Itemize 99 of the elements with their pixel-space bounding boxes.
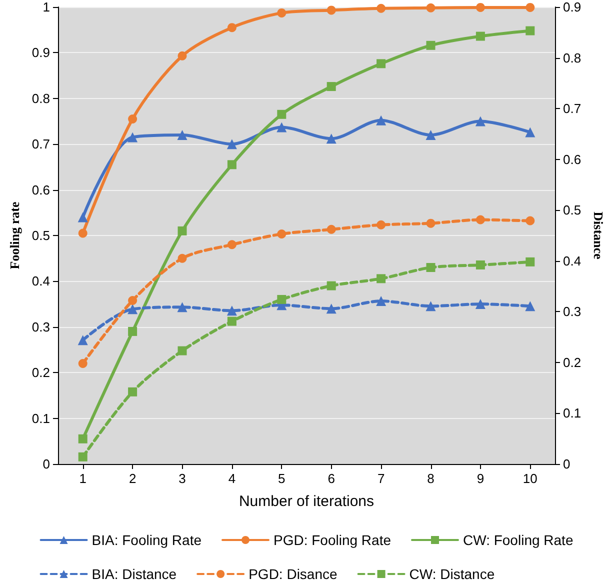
y-tick-label: 0.3 — [32, 319, 50, 334]
point — [277, 8, 286, 18]
y-tick-label: 1 — [42, 0, 50, 14]
y-tick-label: 0 — [42, 456, 50, 472]
y2-tick-label: 0.2 — [563, 354, 582, 370]
legend-label: PGD: Disance — [248, 566, 338, 582]
point — [525, 301, 536, 312]
point — [277, 110, 286, 119]
point — [178, 226, 187, 236]
legend-label: PGD: Fooling Rate — [274, 532, 392, 548]
point — [426, 262, 436, 272]
point — [526, 2, 535, 12]
y2-tick-label: 0.5 — [563, 202, 582, 218]
x-tick-label: 8 — [427, 471, 434, 486]
point — [426, 130, 436, 140]
point — [476, 260, 485, 270]
y-tick-label: 0.6 — [32, 182, 50, 198]
y2-tick-label: 0.8 — [563, 50, 582, 66]
legend-label: CW: Distance — [409, 566, 495, 582]
point — [476, 32, 485, 41]
x-tick-label: 7 — [377, 471, 385, 486]
legend-label: BIA: Fooling Rate — [92, 532, 202, 548]
y2-tick-label: 0.9 — [563, 0, 582, 14]
y-axis-title: Fooling rate — [7, 202, 22, 270]
x-tick-label: 10 — [522, 471, 538, 486]
point — [526, 257, 535, 266]
y-tick-label: 0.5 — [32, 228, 50, 243]
point — [226, 139, 237, 150]
point — [476, 215, 485, 224]
point — [227, 316, 236, 326]
point — [475, 299, 486, 310]
point — [376, 274, 386, 284]
x-tick-label: 9 — [476, 471, 484, 486]
y2-axis-title: Distance — [590, 212, 606, 260]
point — [326, 82, 336, 92]
legend-label: CW: Fooling Rate — [462, 532, 574, 548]
y-tick-label: 0.9 — [32, 45, 50, 60]
point — [128, 304, 138, 314]
point — [128, 114, 138, 124]
point — [426, 301, 436, 312]
point — [376, 4, 386, 13]
y2-tick-label: 0.1 — [563, 406, 582, 421]
point — [128, 387, 138, 396]
y2-tick-label: 0.7 — [563, 101, 582, 116]
point — [526, 216, 535, 226]
point — [178, 254, 187, 263]
y2-tick-label: 0 — [563, 456, 570, 472]
point — [78, 434, 88, 444]
point — [326, 281, 336, 290]
x-tick-label: 6 — [328, 471, 335, 486]
point — [227, 240, 236, 250]
y-tick-label: 0.1 — [32, 410, 50, 426]
y-tick-label: 0.2 — [32, 365, 50, 380]
y2-tick-label: 0.6 — [563, 152, 582, 167]
y2-tick-label: 0.4 — [563, 253, 582, 268]
point — [326, 6, 336, 15]
point — [227, 23, 236, 32]
point — [426, 40, 436, 50]
point — [78, 452, 88, 462]
point — [128, 326, 138, 336]
point — [326, 304, 336, 314]
point — [426, 218, 436, 228]
point — [326, 224, 336, 234]
point — [376, 59, 386, 68]
point — [178, 346, 187, 356]
x-tick-label: 5 — [278, 471, 286, 486]
point — [526, 26, 535, 36]
point — [78, 335, 88, 346]
point — [376, 220, 386, 230]
point — [177, 130, 188, 140]
point — [277, 294, 286, 304]
y-tick-label: 0.4 — [32, 274, 50, 289]
point — [226, 306, 237, 316]
point — [227, 160, 236, 170]
y-tick-label: 0.7 — [32, 136, 50, 152]
point — [78, 358, 88, 368]
point — [78, 212, 88, 222]
point — [128, 296, 138, 305]
point — [476, 2, 485, 12]
point — [177, 302, 188, 312]
x-tick-label: 2 — [128, 471, 136, 486]
y-tick-label: 0.8 — [32, 90, 50, 106]
point — [525, 127, 536, 138]
x-tick-label: 3 — [178, 471, 186, 486]
point — [376, 296, 386, 306]
point — [475, 116, 486, 126]
x-tick-label: 1 — [79, 471, 86, 486]
x-axis-title: Number of iterations — [238, 493, 374, 510]
point — [376, 115, 386, 126]
point — [326, 134, 336, 144]
point — [426, 3, 436, 12]
x-tick-label: 4 — [228, 471, 236, 486]
point — [277, 229, 286, 238]
point — [276, 122, 287, 132]
point — [178, 51, 187, 60]
point — [128, 132, 138, 142]
point — [78, 228, 88, 238]
y2-tick-label: 0.3 — [563, 304, 582, 320]
legend-label: BIA: Distance — [92, 566, 177, 582]
